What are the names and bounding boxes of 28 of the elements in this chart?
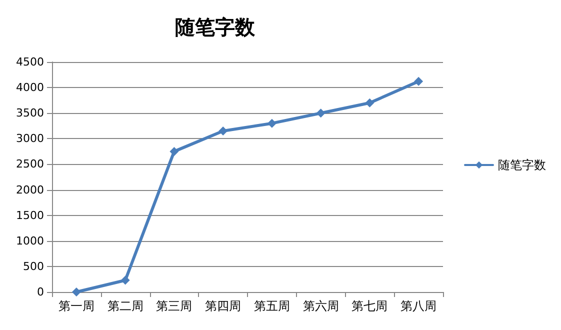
- x-tick-label: 第一周: [58, 299, 94, 313]
- y-tick-label: 4500: [16, 56, 44, 68]
- y-tick-label: 2500: [16, 158, 44, 171]
- x-tick-label: 第三周: [156, 299, 192, 313]
- y-tick-label: 2000: [16, 183, 44, 196]
- y-tick-label: 0: [37, 286, 44, 298]
- x-tick-label: 第二周: [107, 299, 144, 313]
- point: [316, 108, 326, 118]
- y-tick-label: 4000: [16, 81, 44, 94]
- y-tick-label: 3000: [16, 132, 44, 146]
- legend-label: 随笔字数: [498, 158, 546, 172]
- x-tick-label: 第八周: [400, 299, 437, 313]
- y-tick-label: 3500: [16, 106, 44, 120]
- y-tick-label: 1000: [16, 234, 44, 248]
- point: [170, 146, 179, 156]
- x-tick-label: 第七周: [352, 299, 388, 313]
- point: [365, 98, 374, 108]
- point: [72, 288, 81, 296]
- y-tick-label: 1500: [16, 208, 44, 222]
- x-tick-label: 第四周: [205, 299, 242, 313]
- x-tick-label: 第六周: [302, 299, 339, 313]
- y-tick-label: 500: [23, 260, 44, 273]
- point: [267, 118, 276, 128]
- x-tick-label: 第五周: [254, 299, 290, 313]
- point: [414, 76, 424, 86]
- point: [218, 126, 228, 136]
- point: [120, 276, 130, 285]
- chart-title: 随笔字数: [175, 15, 256, 39]
